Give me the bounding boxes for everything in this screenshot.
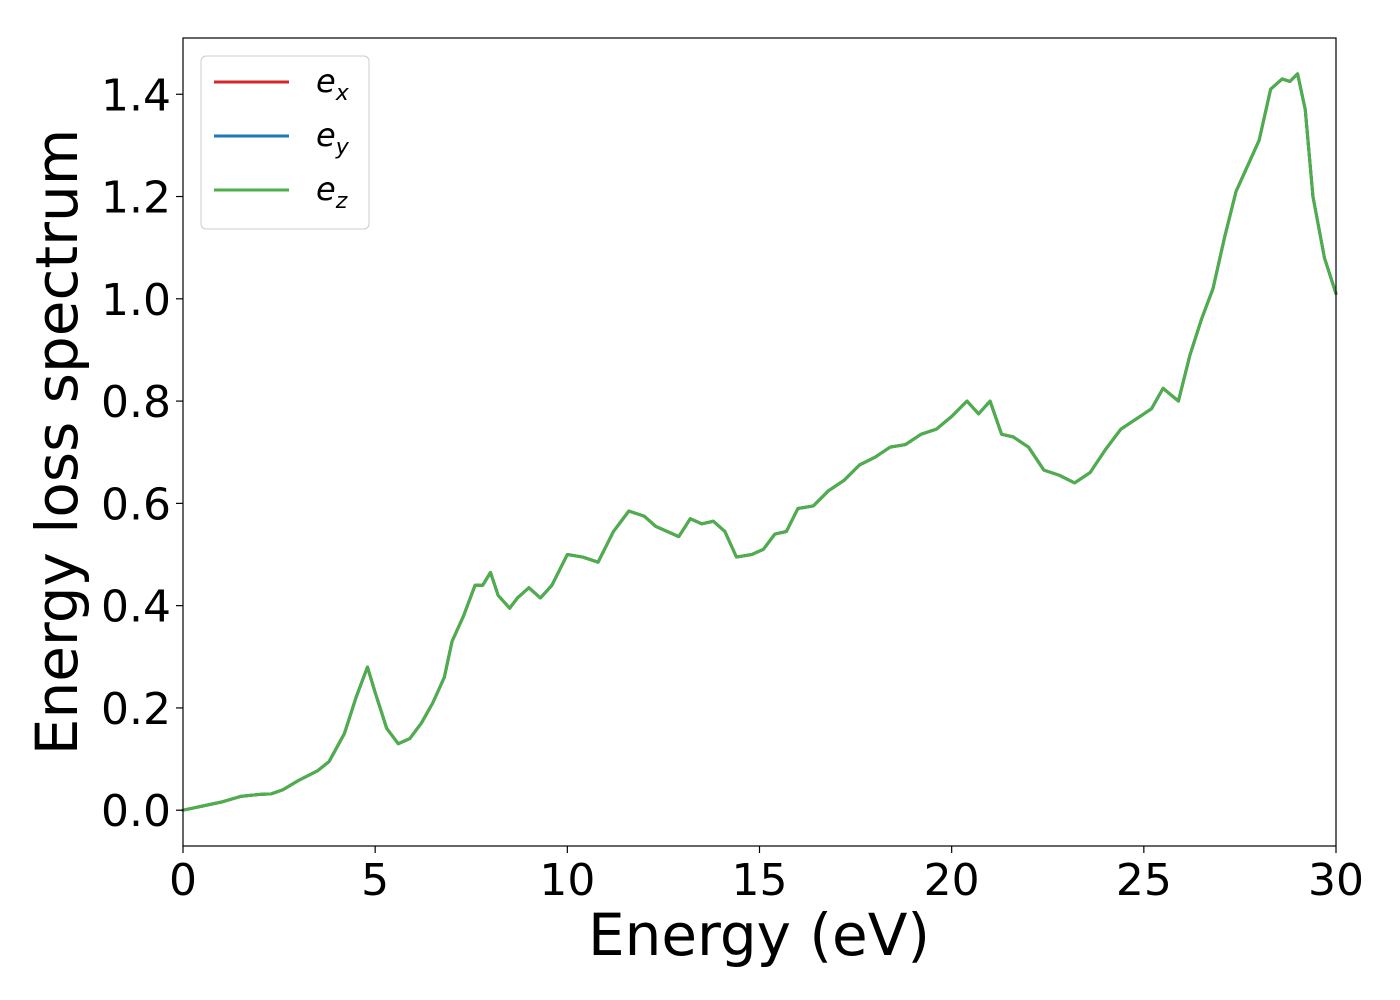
y-axis-title: Energy loss spectrum (23, 129, 91, 755)
x-tick-label: 10 (539, 855, 595, 906)
y-tick-label: 0.0 (101, 786, 171, 837)
y-tick-label: 1.0 (101, 275, 171, 326)
x-tick-label: 20 (924, 855, 980, 906)
legend-label-e-z: ez (316, 170, 348, 214)
y-tick-label: 1.4 (101, 70, 171, 121)
y-axis-ticks: 0.0 0.2 0.4 0.6 0.8 1.0 1.2 1.4 (101, 70, 183, 837)
legend-label-e-y: ey (316, 116, 350, 160)
x-tick-label: 5 (361, 855, 389, 906)
x-tick-label: 15 (732, 855, 788, 906)
plot-area (183, 38, 1336, 846)
y-tick-label: 0.8 (101, 377, 171, 428)
x-axis-title: Energy (eV) (588, 901, 930, 969)
y-tick-label: 0.6 (101, 479, 171, 530)
x-axis-ticks: 0 5 10 15 20 25 30 (169, 846, 1364, 906)
legend-label-e-x: ex (316, 62, 350, 106)
legend: ex ey ez (200, 55, 370, 230)
y-tick-label: 1.2 (101, 173, 171, 224)
series-layer (181, 72, 1338, 812)
x-tick-label: 0 (169, 855, 197, 906)
x-tick-label: 25 (1116, 855, 1172, 906)
y-tick-label: 0.2 (101, 684, 171, 735)
legend-box (200, 55, 370, 230)
x-tick-label: 30 (1308, 855, 1364, 906)
series-line-e_z (181, 72, 1338, 812)
y-tick-label: 0.4 (101, 582, 171, 633)
